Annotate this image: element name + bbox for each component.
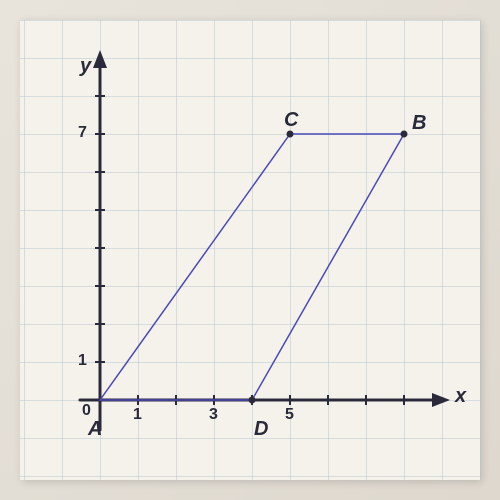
x-tick-5: 5 [285, 406, 294, 424]
x-tick-3: 3 [209, 406, 218, 424]
point-label-D: D [254, 418, 268, 441]
point-label-B: B [412, 112, 426, 135]
y-tick-7: 7 [78, 124, 87, 142]
x-tick-1: 1 [133, 406, 142, 424]
point-label-C: C [284, 109, 298, 132]
chart-container: yx013517ABCD [20, 20, 480, 480]
point-label-A: A [88, 418, 102, 441]
x-axis-label: x [455, 385, 466, 408]
y-tick-1: 1 [78, 352, 87, 370]
y-axis-label: y [80, 55, 91, 78]
